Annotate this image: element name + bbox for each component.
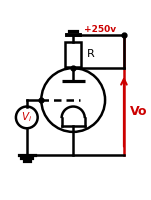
Text: $V_i$: $V_i$ [21,110,32,124]
Text: Vo: Vo [130,105,147,118]
FancyBboxPatch shape [65,42,81,67]
Text: +250v: +250v [84,25,116,34]
Text: R: R [87,49,95,59]
